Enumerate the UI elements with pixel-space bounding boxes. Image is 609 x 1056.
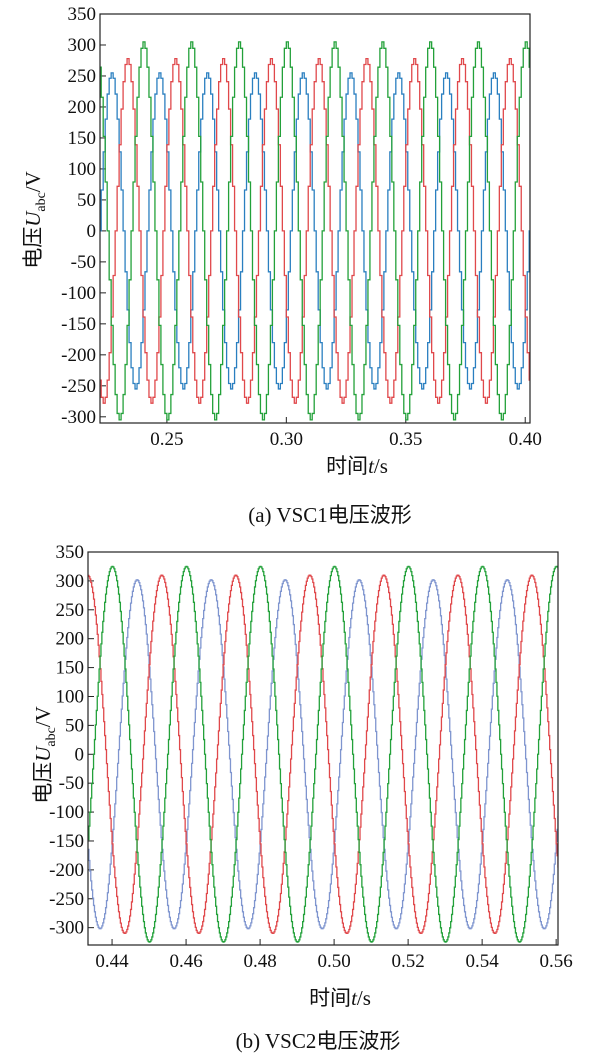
y-tick-label: -50 bbox=[71, 252, 96, 273]
y-axis-ticks: 350 300 250 200 150 100 50 0 -50 -100 -150 -200 -250… bbox=[61, 4, 106, 428]
y-tick-label: -100 bbox=[61, 283, 96, 304]
y-tick-label: 0 bbox=[75, 744, 85, 765]
y-tick-label: 250 bbox=[68, 66, 97, 87]
y-axis-label: 电压Uabc/V bbox=[21, 171, 49, 269]
y-tick-label: 150 bbox=[56, 658, 85, 679]
series-group bbox=[100, 41, 530, 421]
y-tick-label: 300 bbox=[68, 35, 97, 56]
series-line bbox=[100, 41, 530, 421]
y-tick-label: 250 bbox=[56, 600, 85, 621]
chart-panel-vsc1: 350 300 250 200 150 100 50 0 -50 -100 -150 -200 -250… bbox=[21, 4, 542, 527]
y-tick-label: 0 bbox=[87, 221, 97, 242]
x-tick-label: 0.40 bbox=[509, 429, 542, 450]
panel-caption: (a) VSC1电压波形 bbox=[248, 503, 412, 527]
plot-area-frame bbox=[99, 13, 531, 424]
x-tick-label: 0.54 bbox=[466, 951, 500, 972]
plot-area-frame bbox=[87, 551, 559, 946]
series-line bbox=[88, 579, 558, 930]
x-axis-label: 时间t/s bbox=[309, 986, 371, 1010]
y-tick-label: -200 bbox=[61, 345, 96, 366]
y-tick-label: 150 bbox=[68, 128, 97, 149]
x-tick-label: 0.52 bbox=[391, 951, 424, 972]
series-line bbox=[100, 72, 530, 390]
x-tick-label: 0.25 bbox=[150, 429, 183, 450]
series-group bbox=[88, 565, 558, 943]
x-tick-label: 0.30 bbox=[270, 429, 303, 450]
y-tick-label: 100 bbox=[56, 686, 85, 707]
chart-panel-vsc2: 350 300 250 200 150 100 50 0 -50 -100 -150 -200 -250… bbox=[31, 542, 573, 1053]
x-tick-label: 0.56 bbox=[540, 951, 573, 972]
y-tick-label: 50 bbox=[65, 715, 84, 736]
y-tick-label: 350 bbox=[68, 4, 97, 25]
x-tick-label: 0.44 bbox=[95, 951, 129, 972]
y-tick-label: -150 bbox=[61, 314, 96, 335]
x-axis-ticks: 0.44 0.46 0.48 0.50 0.52 0.54 0.56 bbox=[95, 939, 573, 972]
x-tick-label: 0.48 bbox=[243, 951, 276, 972]
y-axis-label: 电压Uabc/V bbox=[31, 706, 59, 804]
y-tick-label: -250 bbox=[49, 889, 84, 910]
x-axis-label: 时间t/s bbox=[326, 454, 388, 478]
x-axis-ticks: 0.25 0.30 0.35 0.40 bbox=[150, 417, 542, 450]
y-tick-label: -100 bbox=[49, 802, 84, 823]
series-line bbox=[100, 57, 530, 404]
y-tick-label: 350 bbox=[56, 542, 85, 563]
y-tick-label: -200 bbox=[49, 860, 84, 881]
y-tick-label: 100 bbox=[68, 159, 97, 180]
y-tick-label: -250 bbox=[61, 376, 96, 397]
y-tick-label: -150 bbox=[49, 831, 84, 852]
x-tick-label: 0.46 bbox=[169, 951, 202, 972]
y-tick-label: 200 bbox=[68, 97, 97, 118]
y-tick-label: 300 bbox=[56, 571, 85, 592]
y-tick-label: 50 bbox=[77, 190, 96, 211]
series-line bbox=[88, 565, 558, 943]
y-tick-label: -300 bbox=[61, 407, 96, 428]
x-tick-label: 0.35 bbox=[389, 429, 422, 450]
y-tick-label: -50 bbox=[59, 773, 84, 794]
series-line bbox=[88, 574, 558, 935]
y-tick-label: 200 bbox=[56, 629, 85, 650]
y-tick-label: -300 bbox=[49, 918, 84, 939]
panel-caption: (b) VSC2电压波形 bbox=[236, 1029, 401, 1053]
x-tick-label: 0.50 bbox=[317, 951, 350, 972]
